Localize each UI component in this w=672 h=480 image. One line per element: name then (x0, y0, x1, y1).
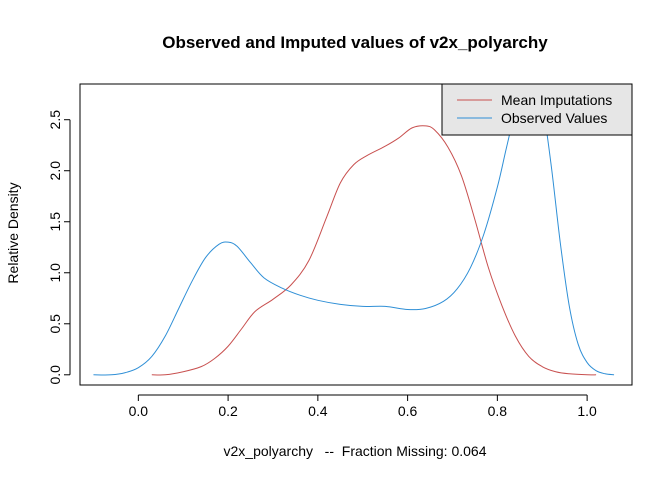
legend: Mean Imputations Observed Values (441, 83, 633, 136)
x-tick-label: 1.0 (577, 403, 597, 419)
legend-label-observed-values: Observed Values (501, 110, 607, 126)
y-tick-label: 1.0 (47, 263, 63, 283)
y-tick-label: 0.5 (47, 314, 63, 334)
x-axis: 0.0 0.2 0.4 0.6 0.8 1.0 (129, 394, 597, 419)
x-tick-label: 0.4 (308, 403, 328, 419)
x-tick-label: 0.2 (218, 403, 238, 419)
chart-title: Observed and Imputed values of v2x_polya… (162, 33, 548, 52)
series-line-mean-imputations (151, 125, 597, 376)
x-axis-label: v2x_polyarchy -- Fraction Missing: 0.064 (224, 443, 487, 459)
legend-label-mean-imputations: Mean Imputations (501, 92, 612, 108)
plot-frame (79, 83, 633, 386)
y-tick-label: 2.5 (47, 110, 63, 130)
series-line-observed-values (93, 84, 615, 376)
y-tick-label: 0.0 (47, 365, 63, 385)
x-tick-label: 0.0 (129, 403, 149, 419)
legend-box (441, 83, 633, 136)
y-axis-label: Relative Density (5, 182, 21, 283)
x-tick-label: 0.8 (488, 403, 508, 419)
y-axis: 0.0 0.5 1.0 1.5 2.0 2.5 (47, 110, 71, 385)
series-layer (93, 84, 615, 376)
y-tick-label: 2.0 (47, 161, 63, 181)
y-tick-label: 1.5 (47, 212, 63, 232)
x-tick-label: 0.6 (398, 403, 418, 419)
